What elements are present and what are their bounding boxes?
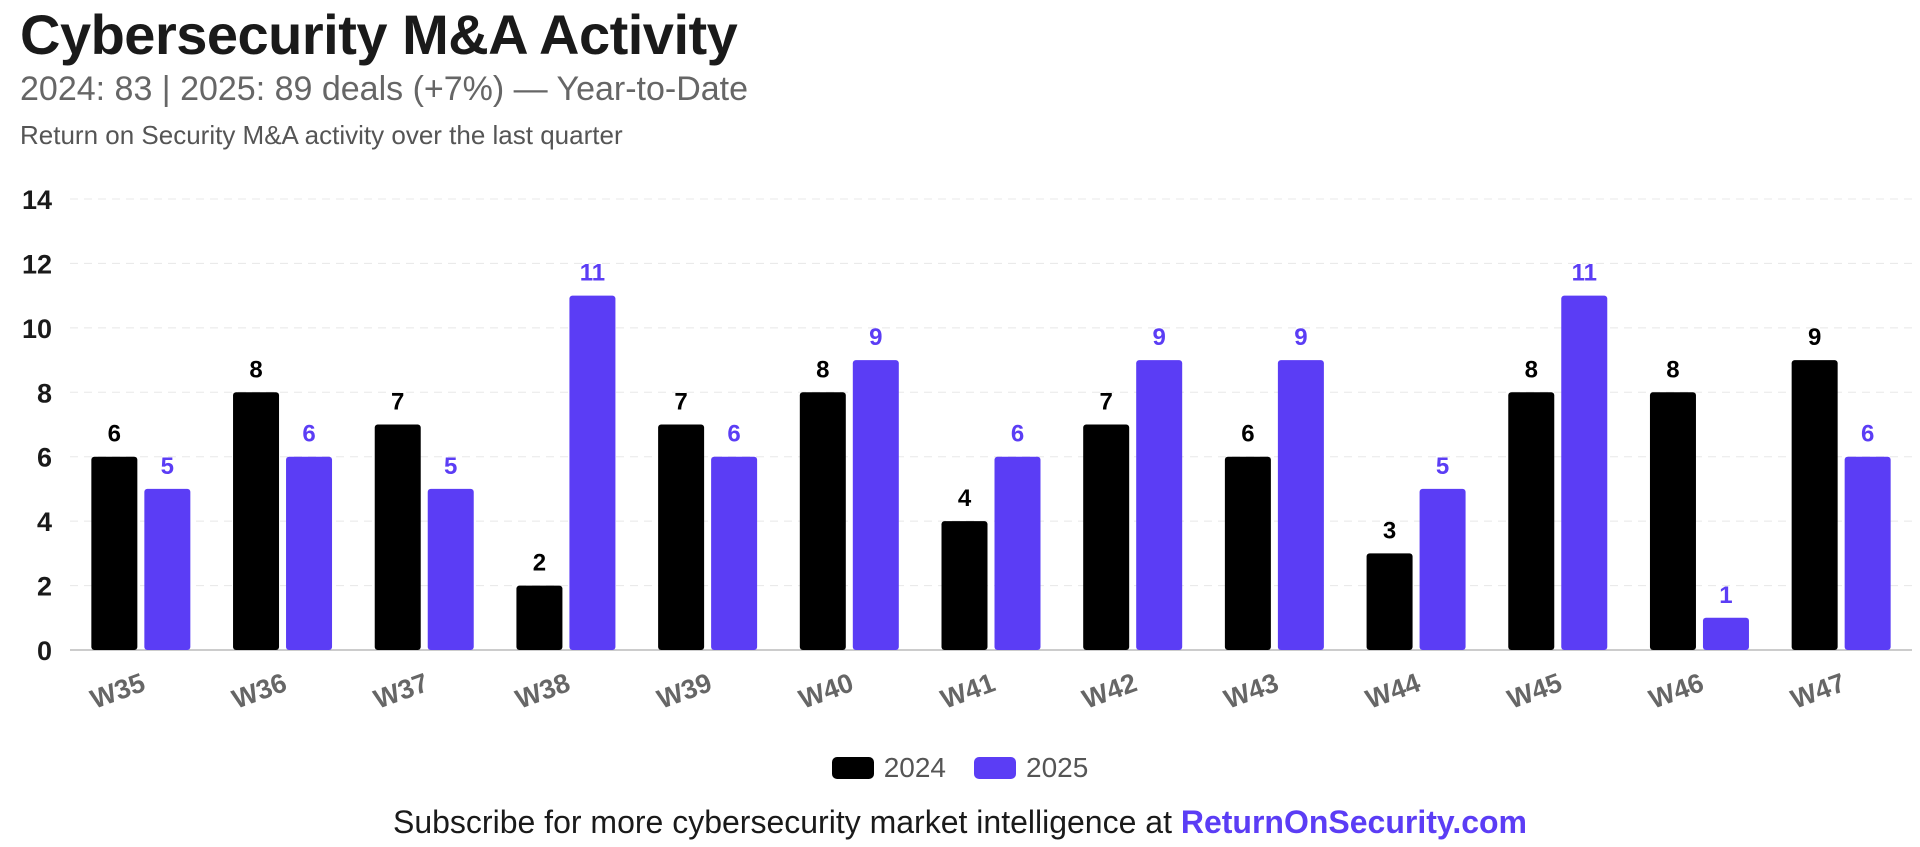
data-label-2024-W44: 3 xyxy=(1383,517,1396,544)
bar-2025-W45 xyxy=(1561,295,1608,650)
data-label-2025-W41: 6 xyxy=(1011,421,1024,448)
data-label-2024-W42: 7 xyxy=(1100,389,1113,416)
data-label-2025-W40: 9 xyxy=(869,324,882,351)
bar-2025-W41 xyxy=(994,456,1041,650)
data-label-2024-W45: 8 xyxy=(1525,356,1538,383)
bar-2025-W39 xyxy=(711,456,758,650)
footer-link[interactable]: ReturnOnSecurity.com xyxy=(1180,804,1527,840)
bar-2025-W43 xyxy=(1277,360,1324,650)
data-label-2025-W39: 6 xyxy=(727,421,740,448)
data-label-2024-W36: 8 xyxy=(249,356,262,383)
x-tick-label: W44 xyxy=(1362,667,1424,714)
x-tick-label: W41 xyxy=(937,667,999,714)
data-label-2024-W41: 4 xyxy=(958,485,972,512)
bar-2024-W38 xyxy=(516,585,563,650)
bar-2025-W35 xyxy=(144,488,191,650)
bar-2025-W40 xyxy=(852,360,899,650)
bar-2024-W43 xyxy=(1224,456,1271,650)
x-axis-ticks: W35 W36 W37 W38 W39 W40 W41 W42 W43 W44 W45 W46 W47 xyxy=(86,667,1849,714)
chart-subtitle: 2024: 83 | 2025: 89 deals (+7%) — Year-t… xyxy=(20,70,749,108)
bar-2024-W45 xyxy=(1508,392,1555,650)
bar-2025-W36 xyxy=(286,456,333,650)
bar-2024-W41 xyxy=(941,521,988,650)
bars xyxy=(91,295,1891,650)
x-tick-label: W45 xyxy=(1503,667,1565,714)
bar-2025-W42 xyxy=(1136,360,1183,650)
bar-2024-W42 xyxy=(1083,424,1130,650)
data-label-2024-W46: 8 xyxy=(1666,356,1679,383)
y-tick-label: 10 xyxy=(22,314,52,344)
y-tick-label: 14 xyxy=(22,185,52,215)
bar-2024-W40 xyxy=(799,392,846,650)
data-label-2025-W37: 5 xyxy=(444,453,457,480)
chart-title: Cybersecurity M&A Activity xyxy=(20,3,738,66)
footer: Subscribe for more cybersecurity market … xyxy=(0,804,1920,841)
data-labels: 6 5 8 6 7 5 2 11 7 6 8 9 4 6 7 9 6 9 3 5 8 11 8 1 9 6 xyxy=(108,260,1875,609)
data-label-2024-W39: 7 xyxy=(674,389,687,416)
legend: 2024 2025 xyxy=(0,752,1920,784)
legend-label-2025: 2025 xyxy=(1026,752,1089,783)
y-tick-label: 12 xyxy=(22,249,52,279)
legend-label-2024: 2024 xyxy=(883,752,946,783)
data-label-2025-W38: 11 xyxy=(580,260,605,287)
chart-caption: Return on Security M&A activity over the… xyxy=(20,120,623,150)
bar-2024-W47 xyxy=(1791,360,1838,650)
legend-swatch-2025 xyxy=(974,757,1016,779)
y-tick-label: 2 xyxy=(37,572,52,602)
data-label-2025-W36: 6 xyxy=(302,421,315,448)
y-tick-label: 4 xyxy=(37,507,52,537)
grid-lines xyxy=(70,198,1912,651)
x-tick-label: W40 xyxy=(795,667,857,714)
data-label-2025-W44: 5 xyxy=(1436,453,1449,480)
data-label-2025-W35: 5 xyxy=(161,453,174,480)
bar-2024-W39 xyxy=(658,424,705,650)
y-tick-label: 6 xyxy=(37,443,52,473)
data-label-2025-W46: 1 xyxy=(1719,582,1732,609)
legend-item-2025[interactable]: 2025 xyxy=(974,752,1088,784)
x-tick-label: W37 xyxy=(370,667,432,714)
bar-2025-W38 xyxy=(569,295,616,650)
data-label-2025-W47: 6 xyxy=(1861,421,1874,448)
y-tick-label: 8 xyxy=(37,378,52,408)
bar-2024-W36 xyxy=(233,392,280,650)
data-label-2024-W37: 7 xyxy=(391,389,404,416)
bar-2025-W44 xyxy=(1419,488,1466,650)
x-tick-label: W42 xyxy=(1078,667,1140,714)
x-tick-label: W38 xyxy=(512,667,574,714)
bar-2024-W35 xyxy=(91,456,138,650)
data-label-2025-W42: 9 xyxy=(1153,324,1166,351)
bar-2025-W47 xyxy=(1844,456,1891,650)
data-label-2024-W38: 2 xyxy=(533,550,546,577)
data-label-2025-W43: 9 xyxy=(1294,324,1307,351)
footer-text: Subscribe for more cybersecurity market … xyxy=(392,804,1181,840)
data-label-2025-W45: 11 xyxy=(1572,260,1597,287)
y-tick-label: 0 xyxy=(37,636,52,666)
data-label-2024-W43: 6 xyxy=(1241,421,1254,448)
legend-swatch-2024 xyxy=(831,757,874,779)
data-label-2024-W35: 6 xyxy=(108,421,121,448)
legend-item-2024[interactable]: 2024 xyxy=(831,752,946,784)
bar-2024-W46 xyxy=(1649,392,1696,650)
data-label-2024-W40: 8 xyxy=(816,356,829,383)
x-tick-label: W39 xyxy=(653,667,715,714)
y-axis-ticks: 0 2 4 6 8 10 12 14 xyxy=(22,185,52,666)
x-tick-label: W36 xyxy=(228,667,290,714)
bar-2025-W46 xyxy=(1702,617,1749,650)
x-tick-label: W35 xyxy=(86,667,148,714)
x-tick-label: W47 xyxy=(1787,667,1849,714)
bar-2024-W37 xyxy=(374,424,421,650)
x-tick-label: W46 xyxy=(1645,667,1707,714)
data-label-2024-W47: 9 xyxy=(1808,324,1821,351)
bar-2024-W44 xyxy=(1366,553,1413,650)
bar-2025-W37 xyxy=(427,488,474,650)
x-tick-label: W43 xyxy=(1220,667,1282,714)
